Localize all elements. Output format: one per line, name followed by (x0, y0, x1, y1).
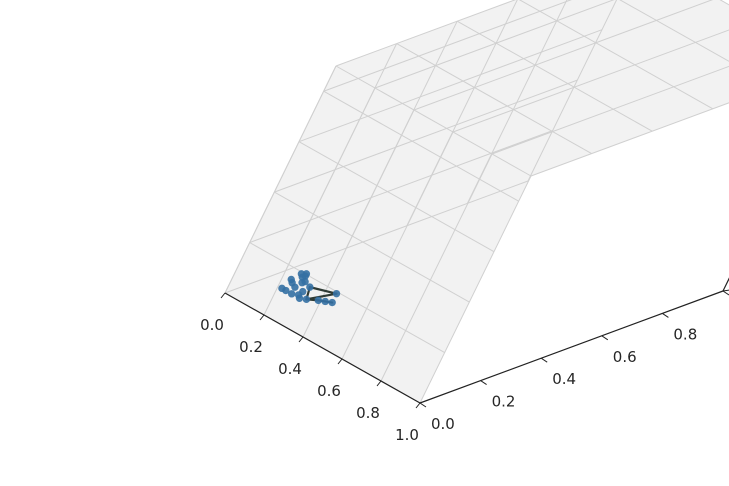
gridline (396, 43, 592, 155)
gridlines-sides (224, 0, 618, 404)
y-tick (540, 357, 548, 363)
gridline (518, 0, 714, 110)
gridlines-top (335, 0, 729, 177)
x-tick-label: 0.8 (356, 404, 380, 422)
gridline (224, 180, 529, 294)
gridline (285, 43, 398, 271)
gridline (323, 0, 572, 92)
x-tick-label: 0.4 (278, 360, 302, 378)
x-tick (415, 402, 421, 409)
z-tick-labels: 0.000.020.040.060.08 (722, 289, 729, 292)
y-tick-label: 0.4 (552, 370, 576, 388)
x-axis-line (224, 292, 421, 404)
gridline (619, 0, 729, 62)
axis-lines (224, 277, 729, 404)
gridline (466, 0, 568, 204)
data-point (297, 270, 306, 278)
data-point (295, 294, 304, 302)
data-point (321, 297, 329, 306)
y-tick-label: 0.0 (431, 415, 455, 433)
x-tick (376, 380, 382, 387)
gridline (413, 0, 714, 111)
gridline (452, 29, 729, 133)
data-points (278, 270, 341, 307)
data-point (287, 275, 295, 284)
y-tick (419, 402, 427, 408)
data-point (306, 283, 314, 291)
data-point (332, 289, 341, 298)
y-tick (480, 380, 487, 386)
gridline (335, 0, 516, 67)
y-tick (601, 335, 609, 341)
x-tick (337, 358, 343, 365)
gridline (298, 29, 603, 143)
x-tick (259, 314, 265, 321)
y-tick-labels: 0.00.20.40.60.81.0 (419, 290, 729, 433)
gridline (224, 65, 337, 294)
x-tick-label: 0.0 (200, 316, 224, 334)
gridline (456, 20, 653, 132)
x-tick (220, 292, 226, 299)
x-tick (298, 336, 304, 343)
data-point (287, 290, 296, 298)
gridline (374, 0, 615, 89)
x-tick-label: 0.2 (239, 338, 263, 356)
gridline (419, 175, 532, 404)
gridline (530, 102, 729, 177)
data-point (278, 284, 286, 293)
x-tick-label: 0.6 (317, 382, 341, 400)
gridline (249, 242, 445, 353)
gridline (335, 65, 532, 177)
y-tick-label: 0.8 (673, 325, 697, 343)
x-tick-label: 1.0 (395, 426, 419, 444)
connection-line (308, 286, 338, 295)
gridline (274, 79, 578, 193)
y-tick (662, 312, 669, 318)
y-tick (722, 290, 729, 296)
gridline (406, 0, 518, 227)
connection-line (305, 292, 338, 301)
data-point (328, 298, 336, 307)
data-point (314, 296, 323, 305)
data-point (302, 295, 311, 304)
gridline (527, 0, 618, 182)
data-point (298, 279, 306, 287)
gridline (274, 191, 470, 303)
pane-top (336, 0, 729, 176)
y-axis-line (419, 290, 724, 404)
y-tick-label: 0.2 (492, 393, 516, 411)
gridline (298, 141, 495, 253)
y-tick-label: 0.6 (613, 348, 637, 366)
gridline (249, 130, 553, 244)
gridline (323, 90, 519, 202)
x-tick-labels: 0.0 0.2 0.4 0.6 0.8 1.0 (200, 292, 421, 444)
gridline (491, 65, 729, 155)
